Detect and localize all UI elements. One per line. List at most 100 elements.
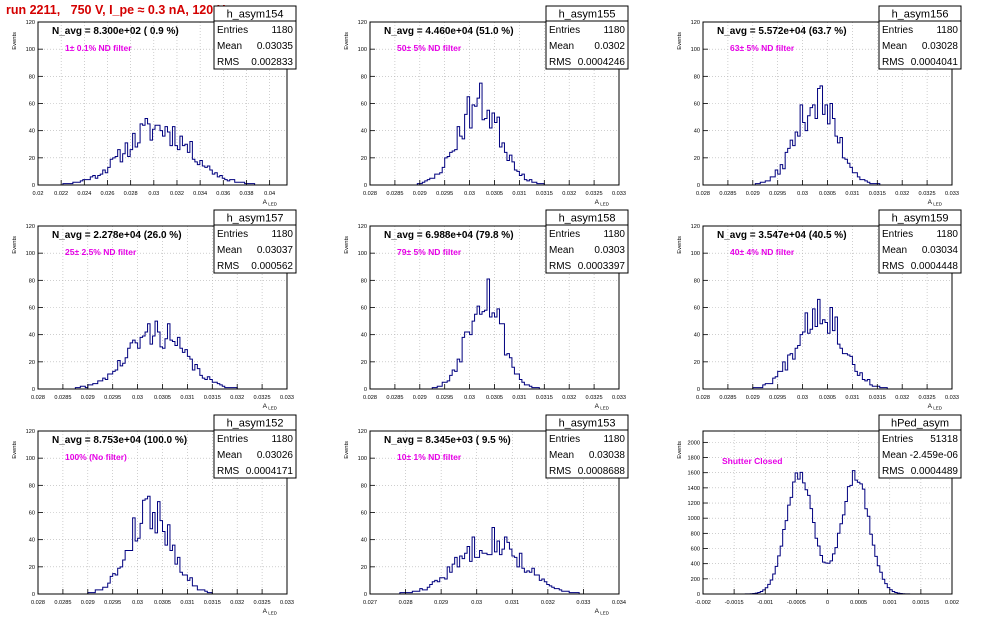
x-tick-label: 0.032 [170, 191, 184, 197]
x-tick-label: 0.028 [31, 600, 45, 606]
x-tick-label: 0.033 [576, 600, 590, 606]
y-tick-label: 100 [358, 456, 367, 462]
x-tick-label: 0.031 [180, 600, 194, 606]
x-tick-label: 0.03 [471, 600, 482, 606]
navg-label: N_avg = 4.460e+04 (51.0 %) [384, 26, 514, 37]
x-tick-label: 0.0285 [719, 191, 736, 197]
stats-value: 0.0003397 [578, 261, 626, 272]
x-tick-label: 0.029 [434, 600, 448, 606]
x-tick-label: 0.032 [895, 191, 909, 197]
stats-value: 0.0004171 [246, 466, 294, 477]
x-tick-label: 0.0295 [104, 395, 121, 401]
filter-annotation: 25± 2.5% ND filter [65, 247, 137, 257]
x-tick-label: 0.0285 [54, 395, 71, 401]
x-tick-label: 0.033 [945, 395, 959, 401]
x-tick-label: 0 [826, 600, 829, 606]
x-tick-label: -0.0005 [787, 600, 806, 606]
histogram-name: h_asym155 [559, 9, 616, 21]
y-tick-label: 1800 [688, 456, 700, 462]
stats-value: 0.03034 [922, 245, 959, 256]
x-axis-title: A LED [928, 199, 943, 207]
x-tick-label: 0.0305 [154, 600, 171, 606]
stats-label: Mean [549, 245, 574, 256]
stats-label: Mean [549, 41, 574, 52]
stats-label: Mean [549, 450, 574, 461]
y-tick-label: 100 [691, 47, 700, 53]
y-tick-label: 0 [364, 183, 367, 189]
stats-label: Entries [217, 229, 248, 240]
histogram-name: h_asym153 [559, 418, 616, 430]
y-axis-title: Events [677, 441, 683, 459]
stats-box [878, 5, 962, 70]
filter-annotation: 50± 5% ND filter [397, 43, 462, 53]
x-tick-label: 0.033 [612, 395, 626, 401]
y-tick-label: 120 [691, 224, 700, 230]
y-tick-label: 120 [26, 224, 35, 230]
x-tick-label: 0.038 [239, 191, 253, 197]
stats-value: 1180 [603, 434, 625, 445]
histogram-panel-h_asym154: 0.02 0.022 0.024 0.026 0.028 0.03 0.032 0.034 0.… [12, 5, 297, 207]
x-axis-title: A LED [263, 403, 278, 411]
x-tick-label: 0.032 [230, 600, 244, 606]
x-tick-label: 0.04 [264, 191, 275, 197]
x-tick-label: 0.029 [413, 191, 427, 197]
y-tick-label: 2000 [688, 440, 700, 446]
y-tick-label: 0 [697, 592, 700, 598]
histogram-panel-h_asym158: 0.028 0.0285 0.029 0.0295 0.03 0.0305 0.031 0.0… [344, 209, 629, 411]
histogram-panel-h_asym156: 0.028 0.0285 0.029 0.0295 0.03 0.0305 0.031 0.0… [677, 5, 962, 207]
x-tick-label: 0.028 [31, 395, 45, 401]
x-tick-label: 0.001 [883, 600, 897, 606]
histogram-panel-h_asym155: 0.028 0.0285 0.029 0.0295 0.03 0.0305 0.031 0.0… [344, 5, 629, 207]
x-tick-label: 0.033 [280, 395, 294, 401]
y-tick-label: 20 [361, 565, 367, 571]
x-tick-label: 0.029 [746, 395, 760, 401]
y-tick-label: 200 [691, 577, 700, 583]
x-tick-label: 0.032 [230, 395, 244, 401]
y-tick-label: 100 [691, 251, 700, 257]
stats-value: -2.459e-06 [910, 450, 959, 461]
x-tick-label: 0.026 [100, 191, 114, 197]
x-tick-label: 0.03 [132, 395, 143, 401]
x-tick-label: 0.024 [77, 191, 91, 197]
stats-label: Mean [882, 245, 907, 256]
x-tick-label: 0.029 [81, 395, 95, 401]
y-tick-label: 1400 [688, 486, 700, 492]
x-tick-label: 0.0305 [819, 395, 836, 401]
x-tick-label: 0.0295 [104, 600, 121, 606]
x-tick-label: 0.0305 [819, 191, 836, 197]
y-tick-label: 0 [364, 387, 367, 393]
stats-value: 0.03038 [589, 450, 626, 461]
histogram-panel-h_asym157: 0.028 0.0285 0.029 0.0295 0.03 0.0305 0.031 0.0… [12, 209, 297, 411]
x-tick-label: 0.0315 [204, 395, 221, 401]
x-tick-label: 0.03 [797, 395, 808, 401]
stats-value: 0.03035 [257, 41, 294, 52]
x-tick-label: 0.031 [505, 600, 519, 606]
y-tick-label: 100 [26, 456, 35, 462]
x-tick-label: 0.0325 [254, 395, 271, 401]
histogram-name: hPed_asym [891, 418, 949, 430]
stats-box [878, 414, 962, 479]
y-tick-label: 60 [29, 511, 35, 517]
y-tick-label: 120 [358, 20, 367, 26]
y-tick-label: 20 [361, 156, 367, 162]
x-axis-title: A LED [928, 403, 943, 411]
stats-label: Entries [217, 434, 248, 445]
x-tick-label: 0.032 [562, 395, 576, 401]
x-tick-label: 0.02 [33, 191, 44, 197]
stats-label: Mean [217, 41, 242, 52]
stats-label: Mean [217, 245, 242, 256]
navg-label: N_avg = 2.278e+04 (26.0 %) [52, 230, 182, 241]
stats-box [213, 209, 297, 274]
y-tick-label: 20 [29, 156, 35, 162]
x-tick-label: 0.029 [746, 191, 760, 197]
x-tick-label: 0.0325 [919, 395, 936, 401]
y-tick-label: 80 [694, 74, 700, 80]
stats-value: 0.03028 [922, 41, 959, 52]
y-tick-label: 100 [358, 47, 367, 53]
y-tick-label: 1600 [688, 471, 700, 477]
y-tick-label: 100 [26, 47, 35, 53]
x-tick-label: 0.031 [512, 191, 526, 197]
stats-label: Entries [882, 229, 913, 240]
x-tick-label: 0.0325 [586, 395, 603, 401]
x-tick-label: 0.033 [280, 600, 294, 606]
